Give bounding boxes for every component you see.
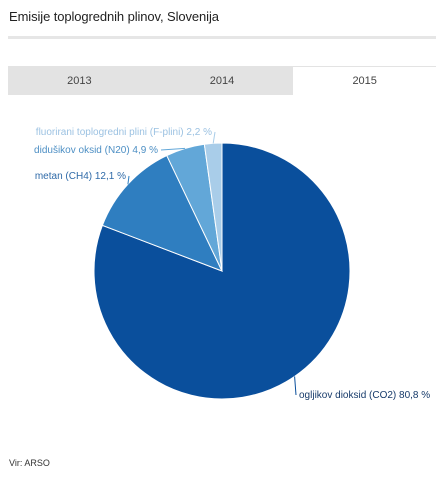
slice-label-3: didušikov oksid (N20) 4,9 % bbox=[34, 145, 158, 156]
slice-label-1: ogljikov dioksid (CO2) 80,8 % bbox=[299, 390, 430, 401]
connector-line-3 bbox=[160, 147, 186, 151]
year-tabs: 2013 2014 2015 bbox=[8, 66, 437, 95]
pie-chart: ogljikov dioksid (CO2) 80,8 % metan (CH4)… bbox=[34, 127, 430, 401]
tab-2015[interactable]: 2015 bbox=[293, 66, 437, 95]
tab-2014[interactable]: 2014 bbox=[209, 74, 235, 87]
connector-line-4 bbox=[212, 131, 216, 144]
pie-slice-2[interactable] bbox=[101, 154, 223, 272]
title-divider bbox=[8, 36, 436, 39]
pie-slice-1[interactable] bbox=[93, 142, 351, 400]
connector-line-2 bbox=[127, 175, 130, 185]
slice-label-2: metan (CH4) 12,1 % bbox=[35, 171, 126, 182]
tab-2013[interactable]: 2013 bbox=[67, 74, 92, 87]
pie-slice-4[interactable] bbox=[203, 142, 223, 272]
connector-line-1 bbox=[294, 376, 297, 396]
chart-title: Emisije toplogrednih plinov, Slovenija bbox=[9, 9, 219, 24]
chart-panel: ogljikov dioksid (CO2) 80,8 % metan (CH4)… bbox=[8, 95, 436, 425]
slice-label-4: fluorirani toplogredni plini (F-plini) 2… bbox=[36, 127, 212, 138]
source-note: Vir: ARSO bbox=[9, 458, 50, 468]
